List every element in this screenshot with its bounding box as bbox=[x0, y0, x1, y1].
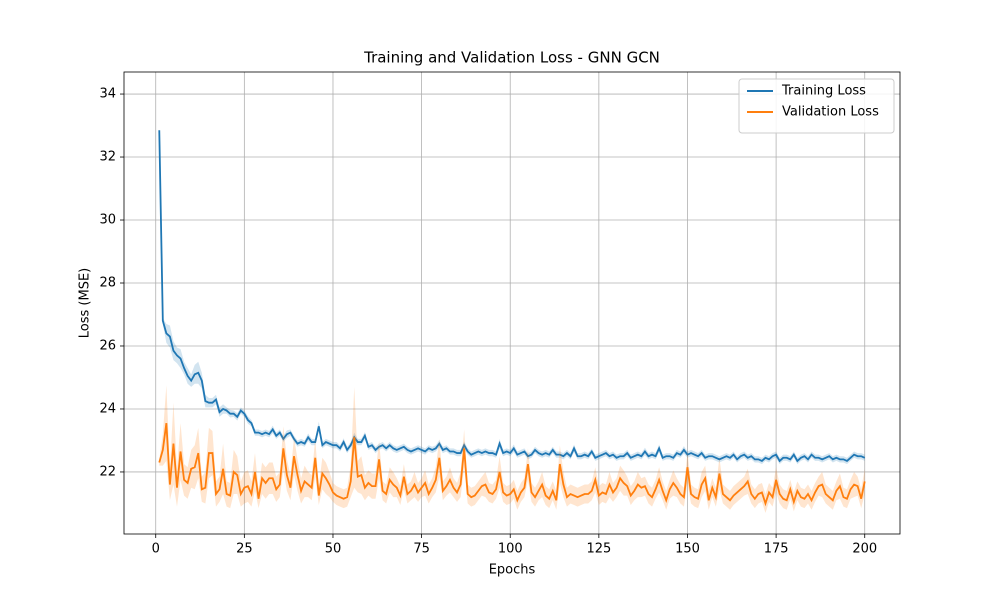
x-tick-label: 125 bbox=[586, 542, 611, 557]
x-tick-label: 75 bbox=[413, 542, 430, 557]
y-tick-label: 32 bbox=[99, 150, 116, 165]
legend-label: Training Loss bbox=[781, 84, 866, 99]
line bbox=[158, 423, 866, 507]
x-tick-label: 25 bbox=[236, 542, 253, 557]
legend-box bbox=[738, 78, 895, 134]
y-axis-label: Loss (MSE) bbox=[78, 268, 93, 338]
x-tick-label: 100 bbox=[498, 542, 523, 557]
x-tick-label: 150 bbox=[675, 542, 700, 557]
y-tick-label: 22 bbox=[99, 464, 116, 479]
legend-label: Validation Loss bbox=[782, 105, 879, 120]
x-tick-label: 175 bbox=[764, 542, 789, 557]
chart-title: Training and Validation Loss - GNN GCN bbox=[363, 49, 660, 67]
x-axis-label: Epochs bbox=[489, 563, 536, 578]
error-band bbox=[159, 385, 865, 513]
y-tick-label: 30 bbox=[99, 213, 116, 228]
legend: Training Loss Validation Loss bbox=[738, 78, 895, 134]
x-tick-label: 50 bbox=[325, 542, 342, 557]
y-tick-label: 34 bbox=[99, 87, 116, 102]
x-tick-label: 0 bbox=[152, 542, 160, 557]
y-tick-label: 28 bbox=[99, 276, 116, 291]
x-tick-label: 200 bbox=[852, 542, 877, 557]
y-tick-label: 26 bbox=[99, 338, 116, 353]
line bbox=[158, 130, 866, 463]
y-tick-label: 24 bbox=[99, 401, 116, 416]
error-band bbox=[159, 128, 865, 465]
plot-frame bbox=[123, 71, 901, 535]
